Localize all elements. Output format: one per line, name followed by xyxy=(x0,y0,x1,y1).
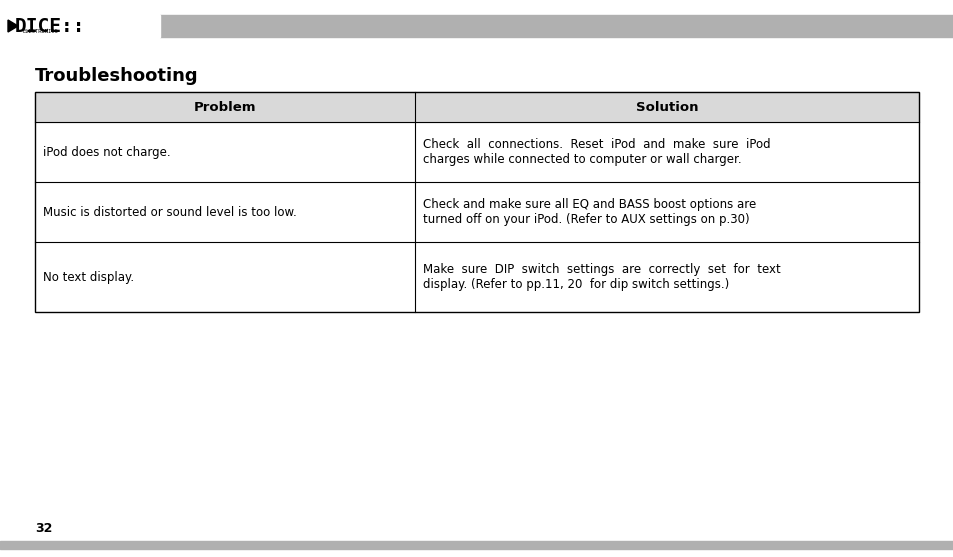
Text: Troubleshooting: Troubleshooting xyxy=(35,67,198,85)
Text: Music is distorted or sound level is too low.: Music is distorted or sound level is too… xyxy=(43,206,296,218)
Text: Check  all  connections.  Reset  iPod  and  make  sure  iPod
charges while conne: Check all connections. Reset iPod and ma… xyxy=(423,138,770,166)
Bar xyxy=(0,15,160,37)
Bar xyxy=(35,92,918,122)
Text: No text display.: No text display. xyxy=(43,271,134,284)
Bar xyxy=(35,92,918,312)
Text: iPod does not charge.: iPod does not charge. xyxy=(43,145,171,159)
Text: Problem: Problem xyxy=(193,100,256,114)
Text: DICE::: DICE:: xyxy=(15,17,86,36)
Text: Check and make sure all EQ and BASS boost options are
turned off on your iPod. (: Check and make sure all EQ and BASS boos… xyxy=(423,198,756,226)
Text: Solution: Solution xyxy=(635,100,698,114)
Bar xyxy=(160,15,953,37)
Polygon shape xyxy=(8,20,18,32)
Bar xyxy=(0,541,953,549)
Text: ELECTRONICS: ELECTRONICS xyxy=(22,29,58,34)
Text: Make  sure  DIP  switch  settings  are  correctly  set  for  text
display. (Refe: Make sure DIP switch settings are correc… xyxy=(423,263,781,291)
Text: 32: 32 xyxy=(35,522,52,535)
